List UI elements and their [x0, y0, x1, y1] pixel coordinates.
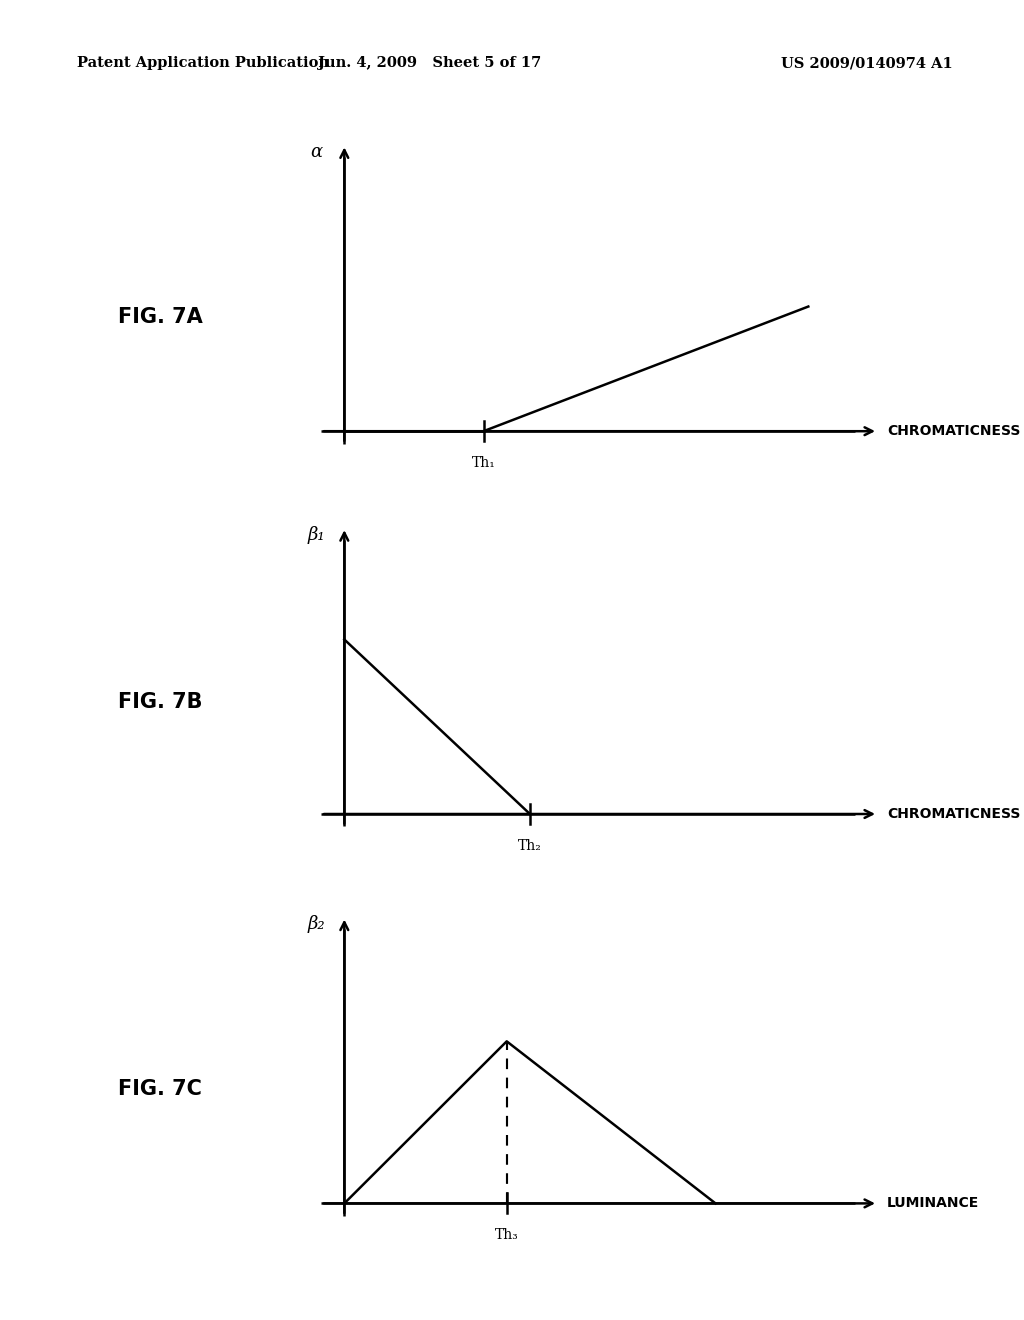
Text: β₁: β₁	[307, 525, 326, 544]
Text: Th₃: Th₃	[495, 1229, 518, 1242]
Text: FIG. 7B: FIG. 7B	[118, 692, 203, 713]
Text: LUMINANCE: LUMINANCE	[887, 1196, 979, 1210]
Text: US 2009/0140974 A1: US 2009/0140974 A1	[780, 57, 952, 70]
Text: β₂: β₂	[307, 915, 326, 933]
Text: Th₁: Th₁	[472, 457, 496, 470]
Text: Th₂: Th₂	[518, 840, 542, 853]
Text: CHROMATICNESS: CHROMATICNESS	[887, 424, 1021, 438]
Text: FIG. 7C: FIG. 7C	[118, 1078, 202, 1100]
Text: FIG. 7A: FIG. 7A	[118, 306, 203, 327]
Text: α: α	[310, 143, 323, 161]
Text: CHROMATICNESS: CHROMATICNESS	[887, 807, 1021, 821]
Text: Patent Application Publication: Patent Application Publication	[77, 57, 329, 70]
Text: Jun. 4, 2009   Sheet 5 of 17: Jun. 4, 2009 Sheet 5 of 17	[318, 57, 542, 70]
